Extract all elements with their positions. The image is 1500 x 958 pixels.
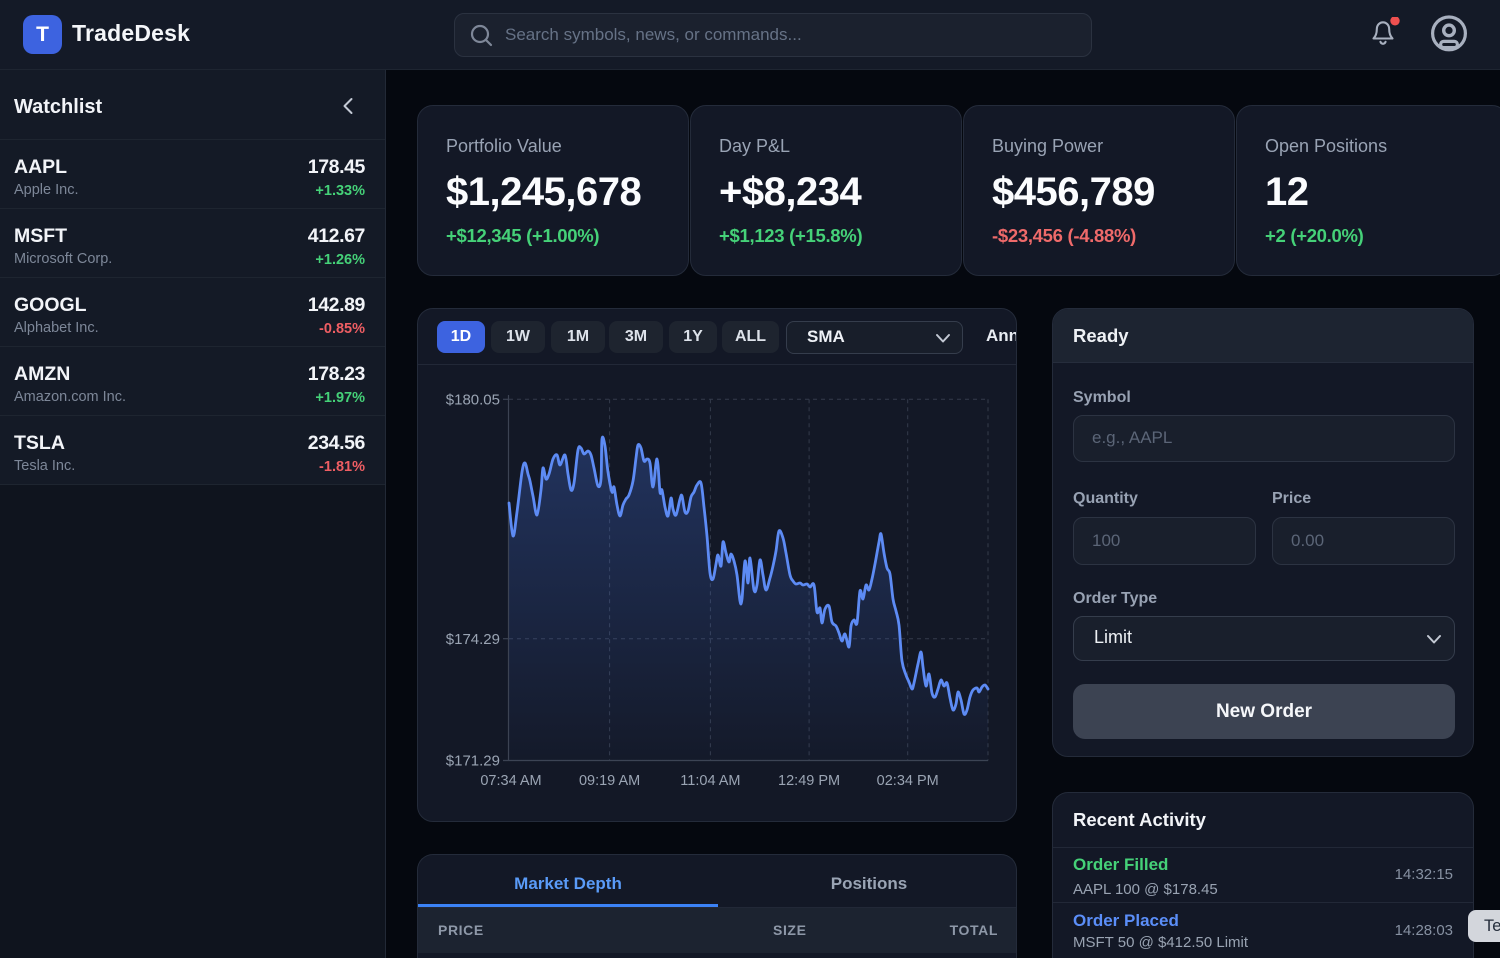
- svg-text:07:34 AM: 07:34 AM: [480, 773, 541, 789]
- svg-text:02:34 PM: 02:34 PM: [877, 773, 939, 789]
- svg-text:$174.29: $174.29: [446, 631, 500, 648]
- svg-text:12:49 PM: 12:49 PM: [778, 773, 840, 789]
- svg-text:11:04 AM: 11:04 AM: [680, 773, 740, 789]
- svg-text:09:19 AM: 09:19 AM: [579, 773, 640, 789]
- svg-text:$180.05: $180.05: [446, 392, 500, 409]
- svg-text:$171.29: $171.29: [446, 753, 500, 770]
